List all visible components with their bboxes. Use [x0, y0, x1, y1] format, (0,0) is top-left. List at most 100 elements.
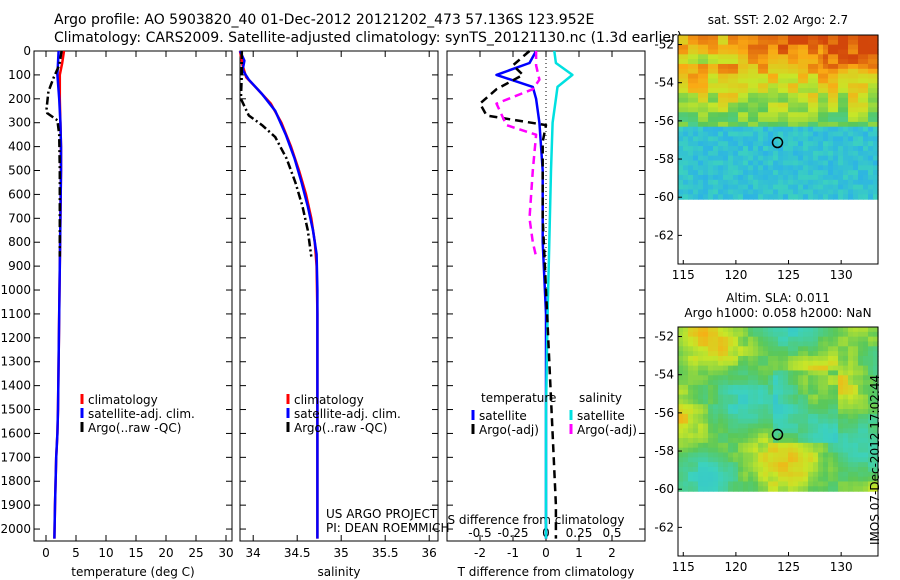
top-x-tick-label: 0.25 — [566, 526, 593, 540]
top-x-tick-label: -0.5 — [468, 526, 491, 540]
y-tick-label: -52 — [654, 38, 674, 52]
plot-frame — [33, 50, 233, 542]
top-x-tick-label: -0.25 — [497, 526, 528, 540]
y-tick-label: 500 — [8, 164, 31, 178]
map-title: sat. SST: 2.02 Argo: 2.7 — [708, 13, 848, 27]
y-tick-label: 1600 — [0, 426, 31, 440]
x-tick-label: 120 — [724, 560, 747, 574]
x-tick-label: -1 — [507, 546, 519, 560]
y-tick-label: -60 — [654, 190, 674, 204]
y-tick-label: 1700 — [0, 450, 31, 464]
y-tick-label: -52 — [654, 330, 674, 344]
y-tick-label: -54 — [654, 76, 674, 90]
y-tick-label: -54 — [654, 368, 674, 382]
argo-float-marker — [771, 428, 784, 441]
x-tick-label: 34.5 — [284, 546, 311, 560]
plot-frame — [239, 50, 439, 542]
series-line-satellite-adj-clim- — [53, 50, 63, 539]
x-tick-label: 30 — [218, 546, 233, 560]
y-tick-label: 200 — [8, 92, 31, 106]
series-line-argo-adj- — [478, 50, 558, 539]
x-tick-label: 115 — [672, 560, 695, 574]
y-tick-label: -56 — [654, 114, 674, 128]
figure-title-line2: Climatology: CARS2009. Satellite-adjuste… — [54, 30, 683, 46]
series-line-satellite-adj-clim- — [238, 50, 319, 539]
y-tick-label: 300 — [8, 116, 31, 130]
y-tick-label: -62 — [654, 520, 674, 534]
series-line-satellite — [495, 50, 548, 539]
y-tick-label: 0 — [23, 44, 31, 58]
x-tick-label: 25 — [188, 546, 203, 560]
legend-entry: climatology — [88, 393, 158, 407]
map-frame — [677, 326, 879, 557]
map-title: Argo h1000: 0.058 h2000: NaN — [684, 306, 871, 320]
x-tick-label: 15 — [128, 546, 143, 560]
y-tick-label: 1500 — [0, 403, 31, 417]
legend-entry: Argo(-adj) — [577, 423, 637, 437]
y-tick-label: 1000 — [0, 283, 31, 297]
panel-salinity: 34 34.5 35 35.5 36 salinity climatologysatelli… — [238, 50, 449, 579]
x-tick-label: 115 — [672, 268, 695, 282]
x-tick-label: 10 — [98, 546, 113, 560]
y-tick-label: -58 — [654, 152, 674, 166]
x-tick-label: 130 — [830, 268, 853, 282]
x-axis-label: T difference from climatology — [457, 565, 635, 579]
legend-group-heading: salinity — [579, 391, 622, 405]
secondary-x-axis-label: S difference from climatology — [448, 513, 625, 527]
y-tick-label: 2000 — [0, 522, 31, 536]
y-tick-label: 800 — [8, 235, 31, 249]
x-tick-label: 130 — [830, 560, 853, 574]
map-title: Altim. SLA: 0.011 — [726, 291, 830, 305]
y-tick-label: 1400 — [0, 379, 31, 393]
map-field — [678, 35, 879, 200]
panel-difference: -2 -1 0 1 2 T difference from climatology -0.5… — [446, 50, 646, 579]
y-tick-label: -56 — [654, 406, 674, 420]
legend-entry: climatology — [294, 393, 364, 407]
legend-group-heading: temperature — [481, 391, 556, 405]
y-tick-label: 1900 — [0, 498, 31, 512]
panel-sst_map: sat. SST: 2.02 Argo: 2.7 -52 -54 -56 -58 -60 -… — [654, 13, 879, 282]
y-tick-label: 400 — [8, 140, 31, 154]
legend-entry: satellite-adj. clim. — [294, 407, 401, 421]
series-line-argo-raw-qc- — [239, 51, 313, 257]
y-tick-label: 1200 — [0, 331, 31, 345]
y-tick-label: 1100 — [0, 307, 31, 321]
legend-entry: satellite-adj. clim. — [88, 407, 195, 421]
y-tick-label: 900 — [8, 259, 31, 273]
x-tick-label: 125 — [777, 560, 800, 574]
x-tick-label: 0 — [42, 546, 50, 560]
x-tick-label: 34 — [246, 546, 261, 560]
y-tick-label: 600 — [8, 187, 31, 201]
y-tick-label: 1300 — [0, 355, 31, 369]
x-axis-label: salinity — [317, 565, 360, 579]
x-axis-label: temperature (deg C) — [71, 565, 194, 579]
series-line-argo-raw-qc- — [45, 50, 63, 257]
y-tick-label: 700 — [8, 211, 31, 225]
x-tick-label: 35.5 — [372, 546, 399, 560]
y-tick-label: -58 — [654, 444, 674, 458]
panel-temperature: 0100200300400500600700800900100011001200… — [0, 44, 233, 579]
series-line-satellite — [544, 50, 574, 539]
legend-entry: satellite — [479, 409, 527, 423]
x-tick-label: 2 — [608, 546, 616, 560]
legend-entry: satellite — [577, 409, 625, 423]
y-tick-label: 1800 — [0, 474, 31, 488]
x-tick-label: 20 — [158, 546, 173, 560]
x-tick-label: 35 — [334, 546, 349, 560]
y-tick-label: 100 — [8, 68, 31, 82]
y-tick-label: -60 — [654, 482, 674, 496]
map-field — [678, 327, 879, 492]
legend-entry: Argo(-adj) — [479, 423, 539, 437]
legend-entry: Argo(..raw -QC) — [88, 421, 181, 435]
x-tick-label: 36 — [422, 546, 437, 560]
figure-title-line1: Argo profile: AO 5903820_40 01-Dec-2012 … — [54, 12, 595, 28]
imos-timestamp: IMOS 07-Dec-2012 17:02:44 — [868, 374, 882, 545]
x-tick-label: 0 — [542, 546, 550, 560]
series-line-argo-adj- — [495, 51, 541, 257]
pi-annotation: US ARGO PROJECT — [326, 507, 438, 521]
y-tick-label: -62 — [654, 228, 674, 242]
x-tick-label: 1 — [575, 546, 583, 560]
x-tick-label: 125 — [777, 268, 800, 282]
